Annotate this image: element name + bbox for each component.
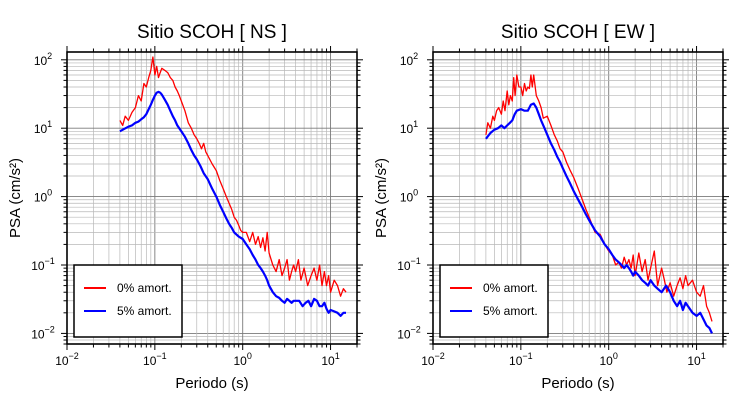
chart-1-y-tick-label: 10−2 <box>31 324 55 341</box>
chart-1-title: Sitio SCOH [ NS ] <box>137 22 287 43</box>
chart-1-y-tick-label: 101 <box>34 119 52 136</box>
chart-2-title: Sitio SCOH [ EW ] <box>501 22 655 43</box>
chart-2-legend-box <box>439 264 549 338</box>
chart-1-series-2-line <box>119 90 346 317</box>
chart-2-frame <box>432 51 724 345</box>
chart-2-x-tick-label: 10−2 <box>421 351 445 368</box>
chart-2-panel: 10−2 10−1 100 101 10−2 10−1 100 101 102 Sitio SCO… <box>373 22 729 392</box>
chart-2-legend: 0% amort. 5% amort. <box>439 264 549 338</box>
chart-2-series-2-line <box>485 102 713 334</box>
chart-1-legend-box <box>73 264 183 338</box>
chart-1-x-tick-label: 100 <box>234 351 252 368</box>
chart-1-x-tick-label: 10−1 <box>143 351 167 368</box>
chart-2-x-tick-label: 10−1 <box>509 351 533 368</box>
chart-2-legend-label-2: 5% amort. <box>483 304 538 318</box>
chart-1-y-tick-label: 10−1 <box>31 256 55 273</box>
chart-1-y-tick-label: 102 <box>34 51 52 68</box>
chart-2-y-tick-label: 10−1 <box>397 256 421 273</box>
chart-2-x-tick-label: 101 <box>687 351 705 368</box>
chart-1-panel: 10−2 10−1 100 101 10−2 10−1 100 101 102 Sitio SCO… <box>7 22 363 392</box>
chart-1-x-tick-label: 10−2 <box>55 351 79 368</box>
chart-2-x-axis-label: Periodo (s) <box>541 375 614 392</box>
chart-1-series-1-line <box>119 56 347 297</box>
chart-1-x-axis-label: Periodo (s) <box>175 375 248 392</box>
chart-2-y-axis-label: PSA (cm/s²) <box>373 158 390 238</box>
chart-1-y-tick-label: 100 <box>34 188 52 205</box>
chart-1-legend-label-1: 0% amort. <box>117 281 172 295</box>
chart-2-y-tick-label: 101 <box>400 119 418 136</box>
chart-1-legend: 0% amort. 5% amort. <box>73 264 183 338</box>
chart-2-legend-label-1: 0% amort. <box>483 281 538 295</box>
chart-2-x-tick-label: 100 <box>600 351 618 368</box>
chart-1-legend-label-2: 5% amort. <box>117 304 172 318</box>
chart-2-y-tick-label: 100 <box>400 188 418 205</box>
chart-1-y-axis-label: PSA (cm/s²) <box>7 158 24 238</box>
chart-2-y-tick-label: 10−2 <box>397 324 421 341</box>
chart-2-y-tick-label: 102 <box>400 51 418 68</box>
chart-1-frame <box>66 51 358 345</box>
chart-1-x-tick-label: 101 <box>321 351 339 368</box>
